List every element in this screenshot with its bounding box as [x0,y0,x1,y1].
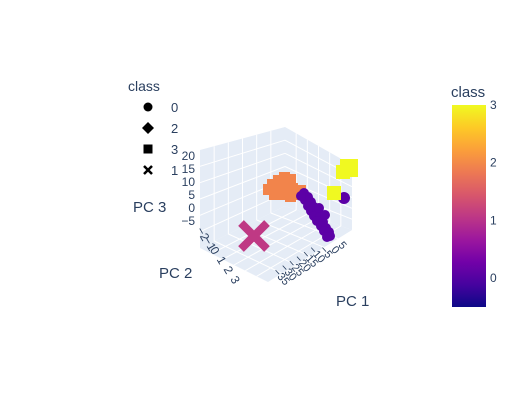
colorbar-tick-label: 0 [490,271,497,285]
colorbar-tick-label: 3 [490,98,497,112]
data-point[interactable] [314,203,324,213]
data-point[interactable] [279,172,290,183]
data-point[interactable] [320,210,330,220]
legend-entry-0[interactable]: 0 [143,100,179,115]
data-point[interactable] [296,191,306,201]
z-axis-tick-label: 10 [182,175,196,189]
series-3-points[interactable] [327,159,358,200]
data-point[interactable] [281,182,292,193]
diamond-icon [142,122,154,134]
y-axis-tick-label: 3 [227,274,243,287]
colorbar-ticks: 0 1 2 3 [490,98,497,285]
colorbar [452,105,486,307]
data-point[interactable] [269,189,280,200]
y-axis-tick-label: 2 [221,264,237,277]
circle-icon [143,102,153,112]
data-point[interactable] [285,174,296,185]
legend-title: class [128,78,160,94]
y-axis-tick-label: −1 [200,234,219,253]
z-axis-tick-label: 0 [188,201,195,215]
data-point[interactable] [287,183,298,194]
legend-label: 0 [171,100,178,115]
legend-entry-1[interactable]: 1 [143,163,178,178]
series-0-points[interactable] [296,188,350,242]
data-point[interactable] [273,175,284,186]
data-point[interactable] [327,186,341,200]
z-axis-tick-label: 5 [188,188,195,202]
legend-label: 3 [171,142,178,157]
legend-entry-3[interactable]: 3 [143,142,179,157]
data-point[interactable] [263,184,274,195]
z-axis-tick-label: −5 [181,214,195,228]
colorbar-tick-label: 1 [490,213,497,227]
data-point[interactable] [285,191,296,202]
data-point[interactable] [336,165,350,179]
legend-label: 2 [171,121,178,136]
data-point[interactable] [238,220,270,252]
y-axis-tick-label: −2 [193,225,212,244]
colorbar-title: class [451,84,485,101]
colorbar-tick-label: 2 [490,156,497,170]
series-2-points[interactable] [263,172,306,202]
legend-label: 1 [171,163,178,178]
legend-entry-2[interactable]: 2 [142,121,178,136]
x-axis-title: PC 1 [336,293,369,310]
legend: class 0 2 3 1 [128,78,178,178]
z-axis-tick-label: 15 [182,162,196,176]
data-point[interactable] [277,189,288,200]
y-axis-title: PC 2 [159,265,192,282]
square-icon [143,144,153,154]
x-icon [143,165,153,175]
series-1-points[interactable] [238,220,270,252]
data-point[interactable] [322,232,332,242]
z-axis-title: PC 3 [133,199,166,216]
z-axis-tick-label: 20 [182,149,196,163]
data-points[interactable] [238,159,358,252]
